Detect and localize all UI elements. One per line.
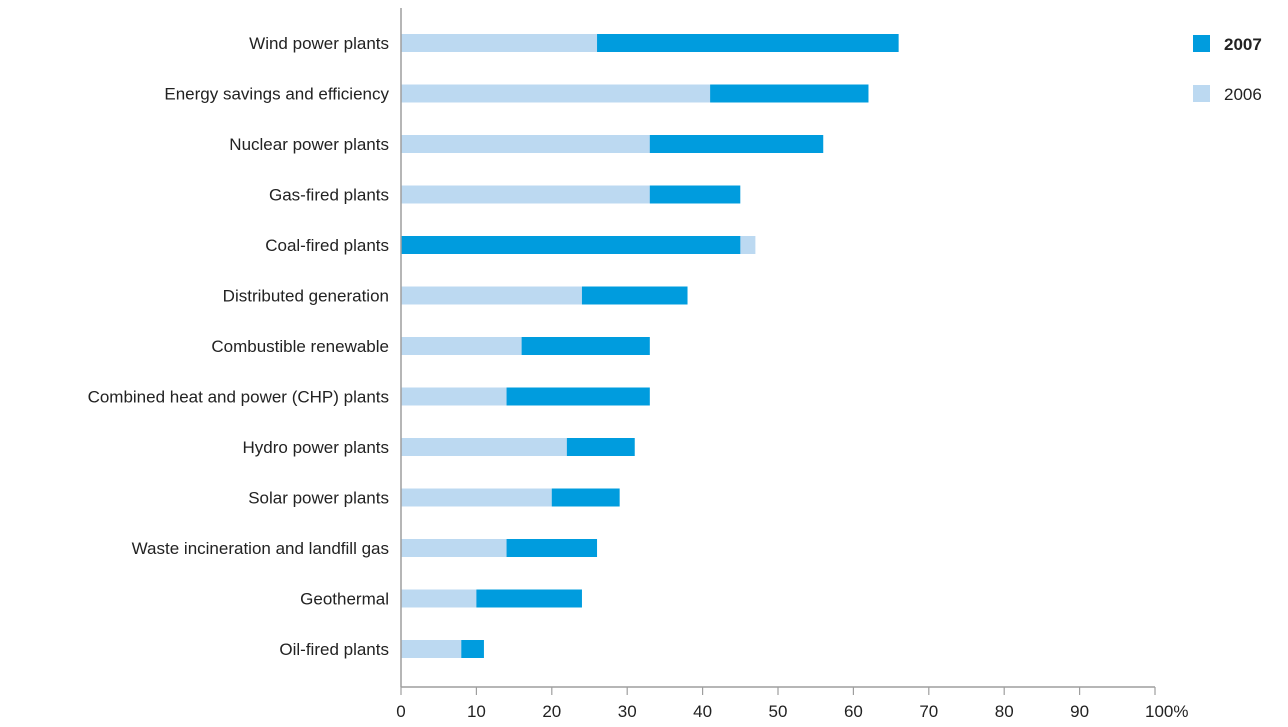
bar-2006: [401, 640, 462, 658]
x-tick-label: 90: [1070, 702, 1089, 721]
x-tick-label: 50: [769, 702, 788, 721]
category-label: Nuclear power plants: [229, 135, 389, 154]
x-tick-label: 60: [844, 702, 863, 721]
category-label: Wind power plants: [249, 34, 389, 53]
category-label: Solar power plants: [248, 489, 389, 508]
category-label: Energy savings and efficiency: [164, 85, 389, 104]
legend-swatch-2006: [1193, 85, 1210, 102]
bar-2006: [401, 387, 507, 406]
x-tick-label: 0: [396, 702, 405, 721]
bar-2006: [401, 438, 567, 456]
bar-2007: [401, 236, 741, 254]
legend-label-2006: 2006: [1224, 85, 1262, 104]
bar-2006: [401, 488, 552, 507]
legend-label-2007: 2007: [1224, 35, 1262, 54]
x-tick-label: 10: [467, 702, 486, 721]
bar-2006: [401, 84, 711, 103]
bar-2006: [401, 135, 650, 153]
x-tick-label: 70: [919, 702, 938, 721]
x-tick-label: 40: [693, 702, 712, 721]
legend-swatch-2007: [1193, 35, 1210, 52]
category-label: Gas-fired plants: [269, 186, 389, 205]
bar-2006: [401, 286, 582, 305]
bar-2006: [401, 34, 598, 52]
bar-2006: [401, 337, 522, 355]
x-tick-label: 30: [618, 702, 637, 721]
category-label: Coal-fired plants: [265, 236, 389, 255]
category-label: Combined heat and power (CHP) plants: [88, 388, 389, 407]
x-tick-label: 80: [995, 702, 1014, 721]
category-label: Geothermal: [300, 590, 389, 609]
bar-2006: [401, 589, 477, 608]
category-label: Distributed generation: [223, 287, 389, 306]
category-label: Hydro power plants: [243, 438, 389, 457]
bar-2006: [401, 539, 507, 557]
x-tick-label: 100%: [1145, 702, 1188, 721]
x-tick-label: 20: [542, 702, 561, 721]
category-label: Waste incineration and landfill gas: [132, 539, 389, 558]
category-label: Combustible renewable: [211, 337, 389, 356]
bar-2006: [401, 185, 650, 204]
category-label: Oil-fired plants: [279, 640, 389, 659]
